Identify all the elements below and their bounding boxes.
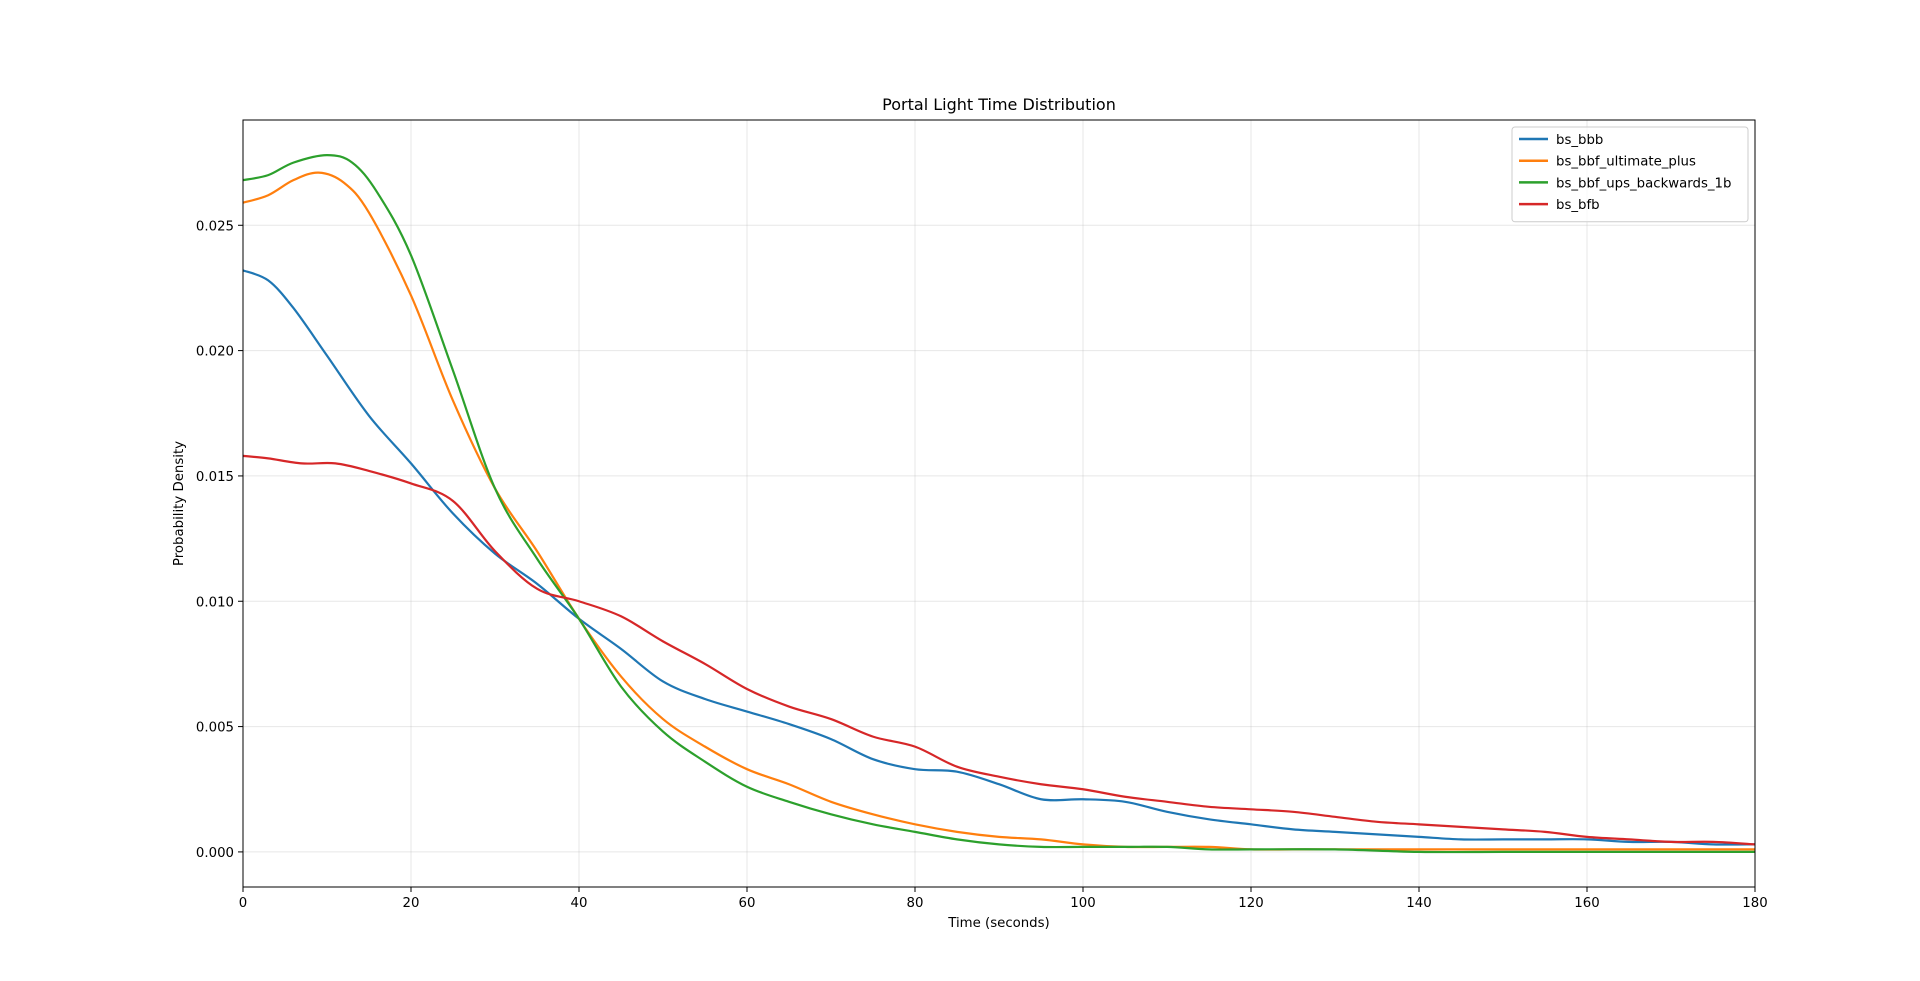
x-tick-label: 100 — [1070, 896, 1095, 911]
y-tick-label: 0.005 — [196, 721, 234, 736]
x-tick-label: 120 — [1238, 896, 1263, 911]
y-tick-label: 0.010 — [196, 595, 234, 610]
legend-label: bs_bbb — [1556, 133, 1603, 148]
y-tick-label: 0.020 — [196, 345, 234, 360]
x-tick-label: 180 — [1742, 896, 1767, 911]
legend: bs_bbb bs_bbf_ultimate_plus bs_bbf_ups_bac… — [1511, 126, 1749, 223]
x-tick-label: 60 — [739, 896, 756, 911]
x-tick-label: 140 — [1406, 896, 1431, 911]
x-tick-label: 0 — [239, 896, 247, 911]
y-tick-label: 0.015 — [196, 470, 234, 485]
plot-frame — [242, 119, 1756, 888]
x-tick-label: 40 — [571, 896, 588, 911]
x-tick-label: 160 — [1574, 896, 1599, 911]
legend-label: bs_bfb — [1556, 198, 1600, 213]
x-tick-label: 20 — [403, 896, 420, 911]
y-axis-label: Probability Density — [172, 441, 187, 566]
x-axis-label: Time (seconds) — [947, 916, 1050, 931]
axis-ticks: 0 20 40 60 80 100 120 140 160 180 0.000 0.005 0.010 0… — [196, 219, 1768, 911]
series-line-bs_bbf_ups_backwards_1b — [242, 153, 1755, 854]
legend-box — [1511, 126, 1749, 223]
series-line-bs_bbb — [242, 269, 1756, 846]
y-tick-label: 0.000 — [196, 846, 234, 861]
legend-label: bs_bbf_ultimate_plus — [1556, 155, 1696, 170]
y-tick-label: 0.025 — [196, 219, 234, 234]
legend-label: bs_bbf_ups_backwards_1b — [1556, 176, 1731, 191]
series-lines — [242, 153, 1756, 854]
x-tick-label: 80 — [907, 896, 924, 911]
series-line-bs_bfb — [242, 454, 1756, 846]
chart-title: Portal Light Time Distribution — [882, 95, 1116, 114]
